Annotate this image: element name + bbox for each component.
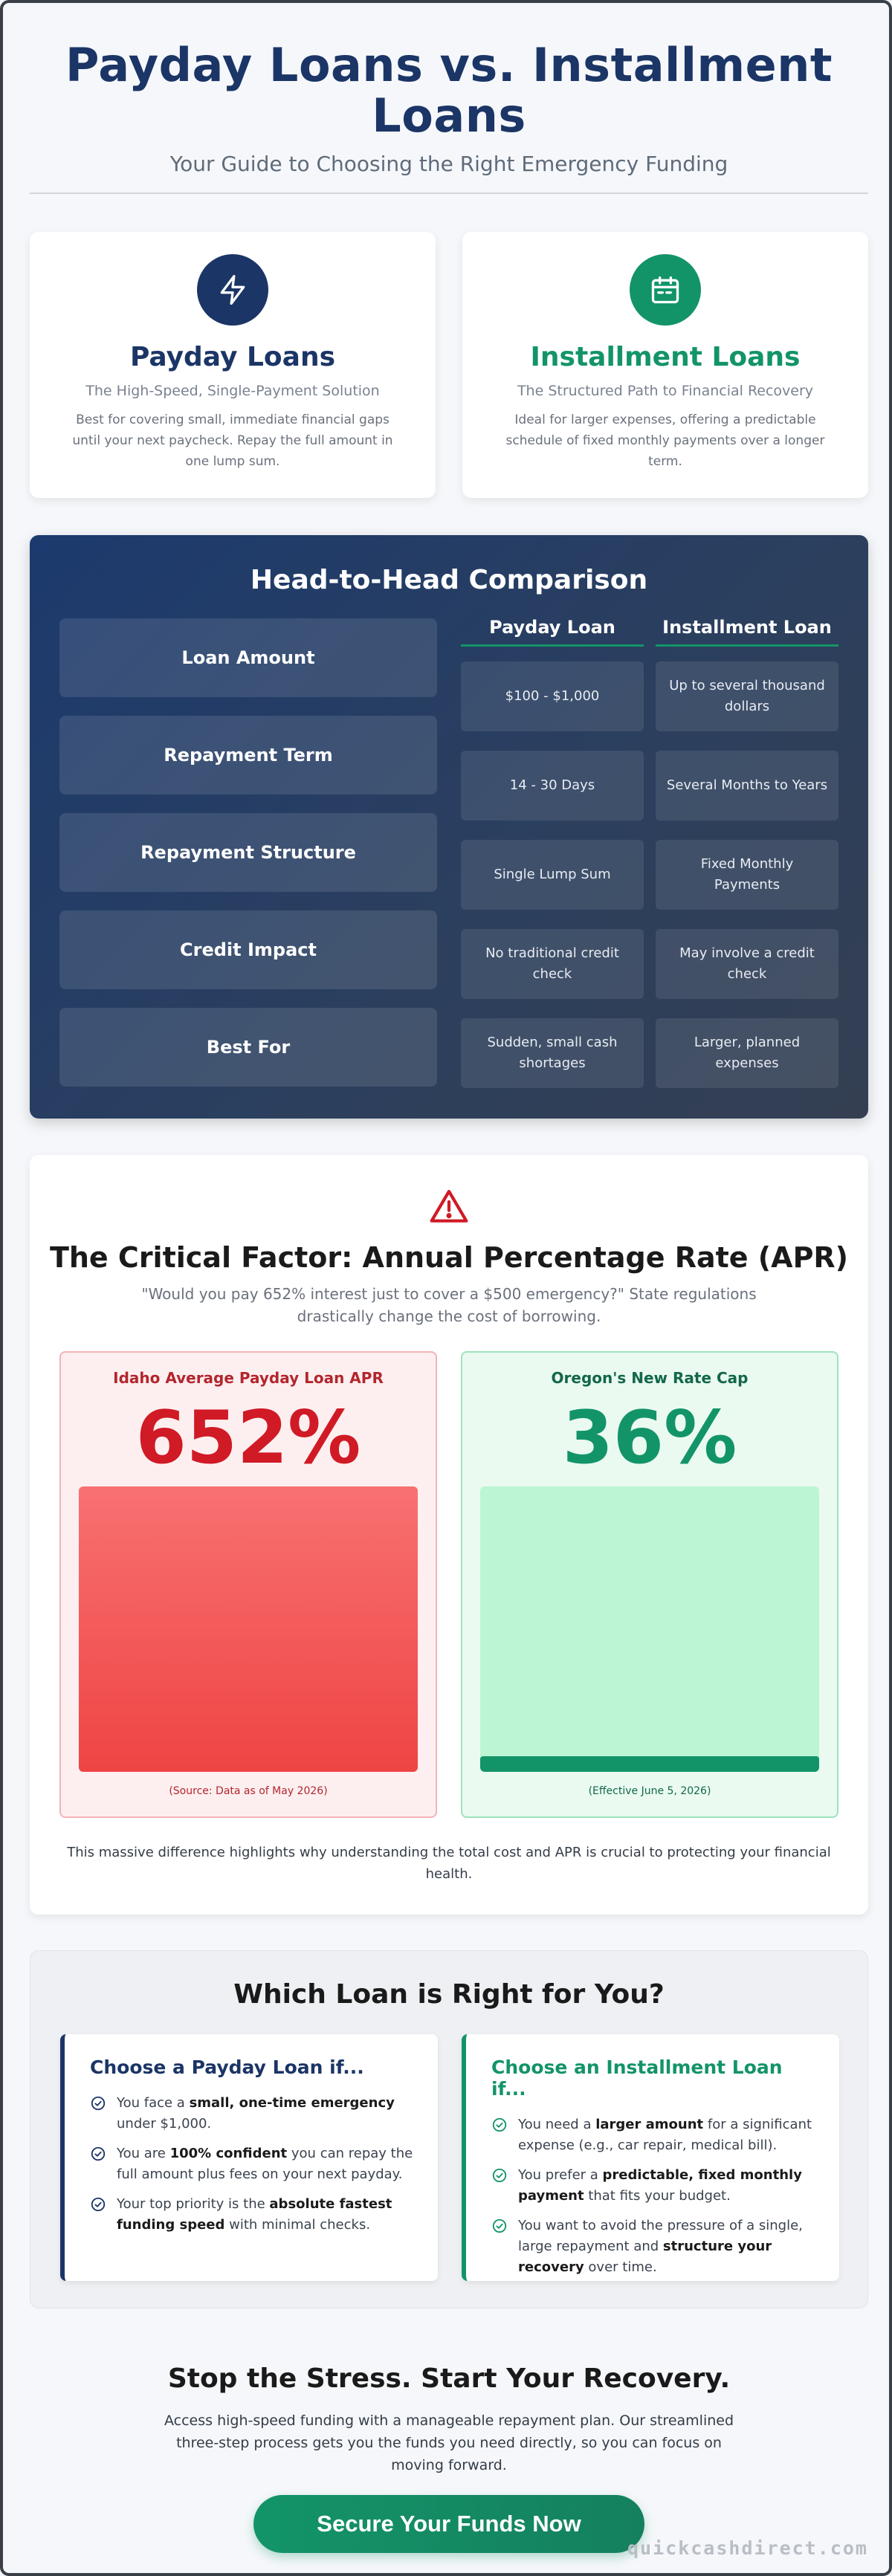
idaho-apr-value: 652% [135, 1396, 361, 1480]
idaho-apr-bar-track [79, 1486, 418, 1772]
payday-card-title: Payday Loans [129, 342, 336, 372]
calendar-icon [630, 254, 701, 326]
payday-choice-item: You face a small, one-time emergency und… [90, 2093, 417, 2135]
check-circle-icon [91, 2096, 106, 2111]
installment-choice-title: Choose an Installment Loan if... [491, 2056, 783, 2100]
choice-item-text: You need a larger amount for a significa… [518, 2117, 812, 2153]
cell-installment-repayment-term: Several Months to Years [656, 751, 838, 821]
header-divider [30, 192, 868, 194]
payday-choice-title: Choose a Payday Loan if... [90, 2056, 364, 2078]
cell-payday-loan-amount: $100 - $1,000 [461, 661, 644, 731]
cell-installment-loan-amount: Up to several thousand dollars [656, 661, 838, 731]
column-header-installment: Installment Loan [656, 617, 838, 647]
which-loan-section: Which Loan is Right for You? Choose a Pa… [30, 1950, 868, 2308]
cell-payday-repayment-term: 14 - 30 Days [461, 751, 644, 821]
installment-choice-item: You need a larger amount for a significa… [491, 2114, 818, 2156]
installment-choice-list: You need a larger amount for a significa… [491, 2114, 818, 2278]
payday-choice-item: You are 100% confident you can repay the… [90, 2143, 417, 2185]
choice-item-text: Your top priority is the absolute fastes… [117, 2196, 392, 2233]
installment-choice-card: Choose an Installment Loan if... You nee… [462, 2034, 839, 2281]
idaho-apr-box: Idaho Average Payday Loan APR 652% (Sour… [59, 1351, 437, 1818]
apr-title: The Critical Factor: Annual Percentage R… [49, 1241, 849, 1274]
comparison-section: Head-to-Head Comparison Payday Loan Inst… [30, 535, 868, 1119]
check-circle-icon [91, 2197, 106, 2212]
oregon-rate-value: 36% [562, 1396, 737, 1480]
choice-item-text: You want to avoid the pressure of a sing… [518, 2218, 803, 2275]
check-circle-icon [492, 2168, 507, 2183]
warning-icon [430, 1189, 468, 1223]
installment-card-title: Installment Loans [530, 342, 801, 372]
column-header-payday: Payday Loan [461, 617, 644, 647]
cta-text: Access high-speed funding with a managea… [164, 2412, 734, 2473]
payday-loan-card: Payday Loans The High-Speed, Single-Paym… [30, 232, 436, 498]
installment-card-description: Ideal for larger expenses, offering a pr… [505, 412, 825, 469]
which-loan-title: Which Loan is Right for You? [233, 1979, 665, 2010]
row-label-loan-amount: Loan Amount [59, 618, 437, 697]
row-label-repayment-term: Repayment Term [59, 716, 437, 795]
idaho-apr-label: Idaho Average Payday Loan APR [113, 1369, 384, 1387]
cell-payday-credit-impact: No traditional credit check [461, 929, 644, 999]
cta-title: Stop the Stress. Start Your Recovery. [167, 2363, 731, 2394]
payday-card-description: Best for covering small, immediate finan… [72, 412, 393, 469]
payday-choice-item: Your top priority is the absolute fastes… [90, 2194, 417, 2236]
installment-loan-card: Installment Loans The Structured Path to… [462, 232, 868, 498]
choice-item-text: You are 100% confident you can repay the… [117, 2146, 413, 2182]
oregon-rate-label: Oregon's New Rate Cap [551, 1369, 749, 1387]
installment-card-tagline: The Structured Path to Financial Recover… [517, 383, 814, 399]
check-circle-icon [91, 2146, 106, 2161]
check-circle-icon [492, 2117, 507, 2132]
installment-choice-item: You prefer a predictable, fixed monthly … [491, 2165, 818, 2207]
payday-choice-list: You face a small, one-time emergency und… [90, 2093, 417, 2236]
page-subtitle: Your Guide to Choosing the Right Emergen… [169, 152, 728, 176]
payday-choice-card: Choose a Payday Loan if... You face a sm… [60, 2034, 438, 2281]
cell-payday-best-for: Sudden, small cash shortages [461, 1018, 644, 1088]
idaho-apr-source: (Source: Data as of May 2026) [169, 1785, 328, 1797]
oregon-rate-box: Oregon's New Rate Cap 36% (Effective Jun… [461, 1351, 838, 1818]
row-label-repayment-structure: Repayment Structure [59, 813, 437, 892]
payday-card-tagline: The High-Speed, Single-Payment Solution [85, 383, 380, 399]
comparison-title: Head-to-Head Comparison [250, 565, 648, 595]
site-watermark: quickcashdirect.com [627, 2537, 868, 2559]
row-label-credit-impact: Credit Impact [59, 910, 437, 989]
installment-choice-item: You want to avoid the pressure of a sing… [491, 2216, 818, 2278]
check-circle-icon [492, 2219, 507, 2233]
cell-payday-repayment-structure: Single Lump Sum [461, 840, 644, 910]
apr-quote: "Would you pay 652% interest just to cov… [141, 1285, 757, 1325]
idaho-apr-bar-fill [79, 1486, 418, 1772]
cell-installment-best-for: Larger, planned expenses [656, 1018, 838, 1088]
choice-item-text: You prefer a predictable, fixed monthly … [518, 2167, 802, 2204]
lightning-icon [197, 254, 268, 326]
row-label-best-for: Best For [59, 1008, 437, 1087]
cell-installment-repayment-structure: Fixed Monthly Payments [656, 840, 838, 910]
page-title: Payday Loans vs. Installment Loans [65, 38, 833, 143]
oregon-rate-effective-date: (Effective June 5, 2026) [588, 1785, 711, 1797]
cell-installment-credit-impact: May involve a credit check [656, 929, 838, 999]
choice-item-text: You face a small, one-time emergency und… [117, 2095, 395, 2132]
secure-funds-button[interactable]: Secure Your Funds Now [253, 2495, 644, 2553]
apr-footer-text: This massive difference highlights why u… [67, 1845, 831, 1882]
header: Payday Loans vs. Installment Loans Your … [30, 38, 868, 177]
oregon-rate-bar-fill [480, 1756, 819, 1772]
apr-section: The Critical Factor: Annual Percentage R… [30, 1155, 868, 1915]
oregon-rate-bar-track [480, 1486, 819, 1772]
